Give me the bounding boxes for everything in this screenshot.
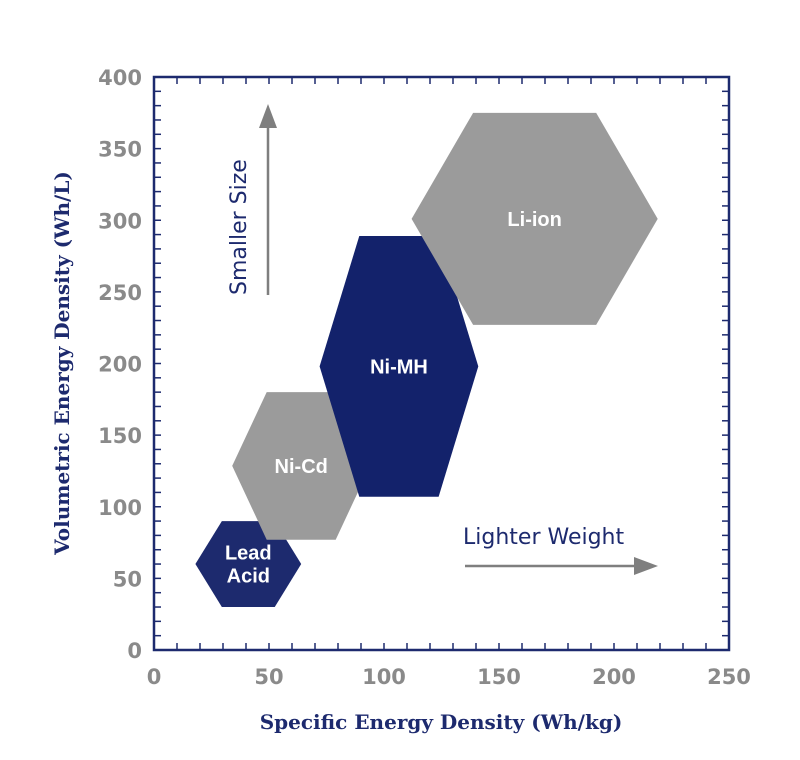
y-tick-label: 150: [98, 424, 142, 448]
lighter-weight-label: Lighter Weight: [463, 525, 624, 550]
y-tick-label: 350: [98, 138, 142, 162]
y-tick-label: 50: [113, 567, 142, 591]
region-label-ni-cd: Ni-Cd: [275, 456, 328, 478]
region-ni-cd: [232, 392, 371, 540]
smaller-size-label: Smaller Size: [227, 159, 252, 295]
region-label-ni-mh: Ni-MH: [370, 356, 428, 378]
x-tick-label: 150: [477, 665, 521, 689]
region-li-ion: [411, 112, 658, 325]
y-tick-label: 0: [127, 639, 142, 663]
x-tick-label: 100: [362, 665, 406, 689]
x-axis-title: Specific Energy Density (Wh/kg): [260, 710, 623, 734]
x-tick-label: 250: [707, 665, 751, 689]
region-label-lead-acid: Lead: [225, 543, 272, 565]
lighter-weight-arrow-head: [634, 557, 658, 575]
y-tick-label: 400: [98, 66, 142, 90]
region-label-li-ion: Li-ion: [507, 209, 561, 231]
smaller-size-arrow-head: [259, 104, 277, 128]
y-tick-label: 300: [98, 209, 142, 233]
region-ni-mh: [319, 236, 479, 497]
x-tick-label: 200: [592, 665, 636, 689]
region-lead-acid: [195, 521, 302, 608]
y-tick-label: 250: [98, 281, 142, 305]
y-tick-label: 200: [98, 353, 142, 377]
x-tick-label: 0: [147, 665, 162, 689]
region-label-lead-acid: Acid: [227, 566, 270, 588]
y-tick-label: 100: [98, 496, 142, 520]
y-axis-title: Volumetric Energy Density (Wh/L): [50, 171, 74, 556]
tick-layer: 0 50 100 150 200 250 0 50 100 150 200 250 300 350 400: [98, 66, 751, 689]
x-tick-label: 50: [254, 665, 283, 689]
